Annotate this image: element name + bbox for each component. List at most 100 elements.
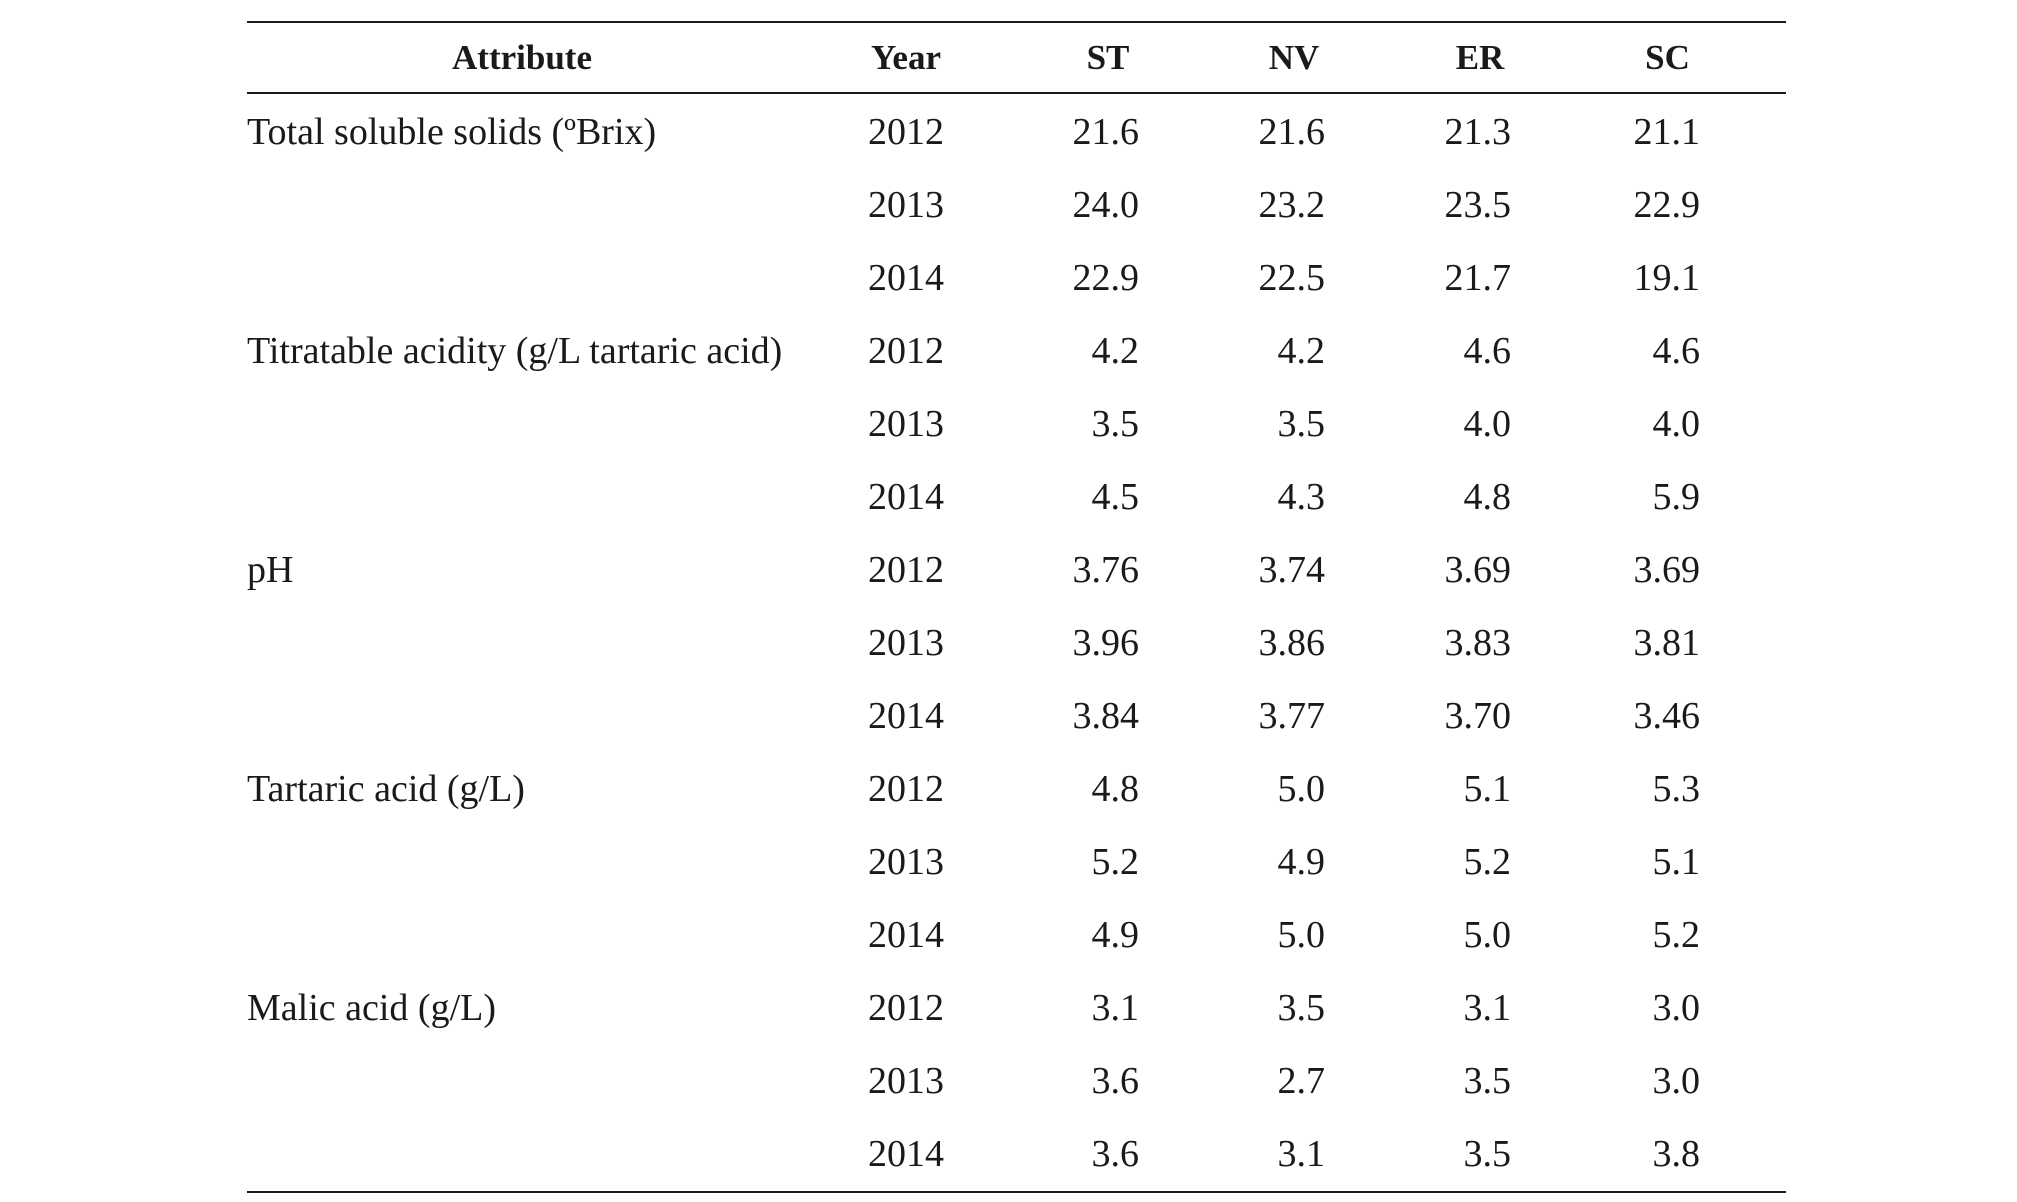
table-row: 2013 5.2 4.9 5.2 5.1 [247, 825, 1786, 898]
cell-nv: 3.77 [1258, 694, 1326, 737]
table-body: Total soluble solids (ºBrix) 2012 21.6 21.6… [247, 94, 1786, 1191]
cell-er: 4.6 [1463, 329, 1512, 372]
cell-year: 2014 [868, 256, 944, 299]
cell-st: 3.1 [1091, 986, 1140, 1029]
table-row: 2014 4.9 5.0 5.0 5.2 [247, 898, 1786, 971]
header-er: ER [1455, 38, 1505, 77]
cell-er: 5.0 [1463, 913, 1512, 956]
table-row: Titratable acidity (g/L tartaric acid) 20… [247, 314, 1786, 387]
cell-st: 3.6 [1091, 1059, 1140, 1102]
cell-nv: 2.7 [1277, 1059, 1326, 1102]
cell-er: 3.70 [1444, 694, 1512, 737]
cell-er: 21.3 [1444, 110, 1512, 153]
cell-year: 2012 [868, 548, 944, 591]
cell-nv: 3.86 [1258, 621, 1326, 664]
header-st: ST [1086, 38, 1130, 77]
cell-nv: 21.6 [1258, 110, 1326, 153]
cell-nv: 3.5 [1277, 986, 1326, 1029]
cell-year: 2014 [868, 475, 944, 518]
cell-st: 24.0 [1072, 183, 1140, 226]
cell-sc: 3.46 [1633, 694, 1701, 737]
cell-sc: 3.81 [1633, 621, 1701, 664]
cell-st: 3.96 [1072, 621, 1140, 664]
cell-er: 3.1 [1463, 986, 1512, 1029]
table-row: 2014 4.5 4.3 4.8 5.9 [247, 460, 1786, 533]
header-year: Year [871, 38, 941, 77]
table-row: Total soluble solids (ºBrix) 2012 21.6 21.6… [247, 95, 1786, 168]
table-header-rule [247, 92, 1786, 94]
cell-year: 2013 [868, 1059, 944, 1102]
cell-sc: 5.3 [1652, 767, 1701, 810]
table-row: pH 2012 3.76 3.74 3.69 3.69 [247, 533, 1786, 606]
table-row: 2013 24.0 23.2 23.5 22.9 [247, 168, 1786, 241]
header-sc: SC [1645, 38, 1690, 77]
cell-sc: 5.2 [1652, 913, 1701, 956]
table-header-row: Attribute Year ST NV ER SC [247, 23, 1786, 92]
cell-sc: 3.0 [1652, 1059, 1701, 1102]
table-row: 2013 3.6 2.7 3.5 3.0 [247, 1044, 1786, 1117]
table-row: 2013 3.96 3.86 3.83 3.81 [247, 606, 1786, 679]
cell-nv: 4.2 [1277, 329, 1326, 372]
cell-nv: 4.3 [1277, 475, 1326, 518]
cell-sc: 19.1 [1633, 256, 1701, 299]
table-row: 2013 3.5 3.5 4.0 4.0 [247, 387, 1786, 460]
cell-year: 2012 [868, 986, 944, 1029]
cell-nv: 22.5 [1258, 256, 1326, 299]
cell-year: 2013 [868, 840, 944, 883]
cell-attribute: pH [247, 548, 294, 591]
cell-er: 3.83 [1444, 621, 1512, 664]
data-table: Attribute Year ST NV ER SC Total soluble… [247, 21, 1786, 1193]
cell-year: 2013 [868, 402, 944, 445]
cell-er: 3.5 [1463, 1132, 1512, 1175]
cell-st: 21.6 [1072, 110, 1140, 153]
cell-year: 2012 [868, 329, 944, 372]
cell-er: 4.8 [1463, 475, 1512, 518]
cell-er: 5.2 [1463, 840, 1512, 883]
cell-year: 2014 [868, 1132, 944, 1175]
cell-st: 3.76 [1072, 548, 1140, 591]
table-row: Malic acid (g/L) 2012 3.1 3.5 3.1 3.0 [247, 971, 1786, 1044]
cell-sc: 3.8 [1652, 1132, 1701, 1175]
cell-sc: 4.6 [1652, 329, 1701, 372]
table-row: 2014 3.6 3.1 3.5 3.8 [247, 1117, 1786, 1190]
cell-nv: 4.9 [1277, 840, 1326, 883]
table-row: Tartaric acid (g/L) 2012 4.8 5.0 5.1 5.3 [247, 752, 1786, 825]
cell-st: 3.6 [1091, 1132, 1140, 1175]
cell-er: 3.5 [1463, 1059, 1512, 1102]
cell-sc: 21.1 [1633, 110, 1701, 153]
cell-attribute: Titratable acidity (g/L tartaric acid) [247, 329, 783, 372]
cell-year: 2012 [868, 767, 944, 810]
cell-sc: 4.0 [1652, 402, 1701, 445]
cell-st: 4.9 [1091, 913, 1140, 956]
table-row: 2014 22.9 22.5 21.7 19.1 [247, 241, 1786, 314]
cell-nv: 23.2 [1258, 183, 1326, 226]
table-row: 2014 3.84 3.77 3.70 3.46 [247, 679, 1786, 752]
cell-attribute: Total soluble solids (ºBrix) [247, 110, 657, 153]
cell-er: 23.5 [1444, 183, 1512, 226]
cell-st: 4.8 [1091, 767, 1140, 810]
table-bottom-rule [247, 1191, 1786, 1193]
cell-attribute: Tartaric acid (g/L) [247, 767, 525, 810]
cell-year: 2014 [868, 694, 944, 737]
cell-sc: 22.9 [1633, 183, 1701, 226]
cell-year: 2014 [868, 913, 944, 956]
cell-nv: 5.0 [1277, 913, 1326, 956]
cell-sc: 3.69 [1633, 548, 1701, 591]
cell-st: 3.84 [1072, 694, 1140, 737]
cell-nv: 5.0 [1277, 767, 1326, 810]
cell-st: 22.9 [1072, 256, 1140, 299]
header-nv: NV [1268, 38, 1320, 77]
cell-year: 2013 [868, 621, 944, 664]
cell-nv: 3.1 [1277, 1132, 1326, 1175]
cell-year: 2012 [868, 110, 944, 153]
cell-er: 21.7 [1444, 256, 1512, 299]
cell-year: 2013 [868, 183, 944, 226]
cell-er: 5.1 [1463, 767, 1512, 810]
cell-sc: 5.1 [1652, 840, 1701, 883]
cell-er: 3.69 [1444, 548, 1512, 591]
cell-st: 3.5 [1091, 402, 1140, 445]
header-attribute: Attribute [452, 38, 592, 77]
cell-nv: 3.74 [1258, 548, 1326, 591]
cell-st: 4.5 [1091, 475, 1140, 518]
cell-st: 5.2 [1091, 840, 1140, 883]
